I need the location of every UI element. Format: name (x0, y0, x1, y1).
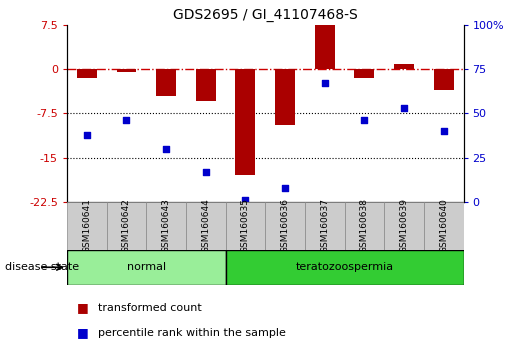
Point (82, 132, 91, 137)
Point (202, 169, 210, 175)
Text: GSM160640: GSM160640 (439, 198, 448, 253)
Text: teratozoospermia: teratozoospermia (296, 262, 393, 272)
Text: GSM160641: GSM160641 (82, 198, 91, 253)
Bar (275, 69, 295, 125)
Text: disease state: disease state (5, 262, 79, 272)
Bar (434, 69, 454, 90)
Bar (315, 22, 335, 69)
Point (320, 80, 329, 86)
Bar (107, 202, 146, 250)
Bar (345, 202, 384, 250)
Bar (394, 64, 414, 69)
Text: percentile rank within the sample: percentile rank within the sample (98, 328, 286, 338)
Bar (146, 202, 186, 250)
Bar (196, 69, 216, 102)
Point (400, 105, 408, 111)
Bar (265, 202, 305, 250)
Bar (226, 250, 464, 285)
Bar (116, 69, 136, 72)
Text: GSM160643: GSM160643 (162, 198, 170, 253)
Bar (67, 202, 107, 250)
Bar (384, 202, 424, 250)
Point (241, 197, 249, 203)
Point (440, 128, 448, 134)
Text: GSM160638: GSM160638 (360, 198, 369, 253)
Text: GSM160636: GSM160636 (281, 198, 289, 253)
Text: GSM160644: GSM160644 (201, 198, 210, 253)
Text: normal: normal (127, 262, 166, 272)
Text: GSM160635: GSM160635 (241, 198, 250, 253)
Bar (424, 202, 464, 250)
Point (123, 118, 131, 123)
Bar (156, 69, 176, 96)
Text: GSM160637: GSM160637 (320, 198, 329, 253)
Bar (226, 202, 265, 250)
Point (281, 185, 289, 190)
Text: GSM160639: GSM160639 (400, 198, 408, 253)
Text: ■: ■ (77, 326, 89, 339)
Text: ■: ■ (77, 302, 89, 314)
Bar (305, 202, 345, 250)
Bar (67, 250, 226, 285)
Text: GSM160642: GSM160642 (122, 198, 131, 253)
Point (360, 118, 369, 123)
Bar (354, 69, 374, 78)
Bar (77, 69, 97, 78)
Title: GDS2695 / GI_41107468-S: GDS2695 / GI_41107468-S (173, 8, 357, 22)
Bar (186, 202, 226, 250)
Point (162, 146, 170, 152)
Text: transformed count: transformed count (98, 303, 201, 313)
Bar (235, 69, 255, 175)
